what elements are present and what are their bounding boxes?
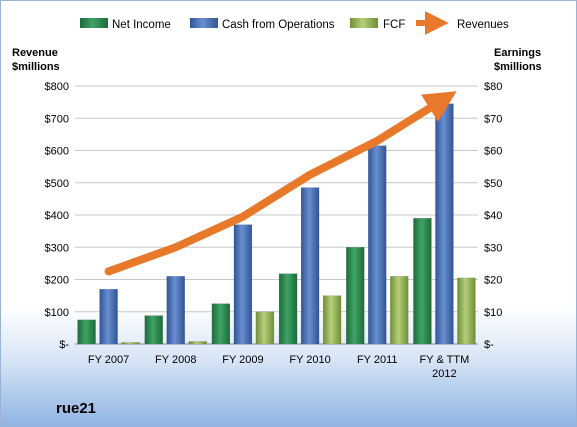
- left-tick-label: $300: [45, 242, 69, 254]
- bar-cash-from-operations: [435, 103, 454, 345]
- x-axis-tick-label: FY & TTM: [420, 354, 470, 366]
- legend-label-revenues: Revenues: [457, 19, 509, 31]
- bars: [77, 103, 476, 345]
- legend-swatch-net-income: [80, 18, 108, 28]
- right-axis-title-line2: $millions: [494, 61, 542, 73]
- bar-fcf: [390, 276, 409, 345]
- revenues-line: [104, 91, 457, 276]
- legend-item-cash-from-operations: Cash from Operations: [190, 18, 335, 31]
- bar-net-income: [346, 247, 365, 345]
- x-axis-tick-label: FY 2009: [222, 354, 263, 366]
- legend: Net Income Cash from Operations FCF Reve…: [80, 11, 509, 35]
- bar-fcf: [188, 341, 207, 345]
- x-axis-tick-label: FY 2011: [357, 354, 398, 366]
- right-tick-label: $60: [484, 146, 502, 158]
- bar-net-income: [278, 273, 298, 345]
- revenue-line-group: [104, 91, 457, 276]
- legend-item-net-income: Net Income: [80, 18, 171, 31]
- left-tick-label: $-: [59, 339, 69, 351]
- x-axis-tick-label: FY 2008: [155, 354, 196, 366]
- left-axis-ticks: $- $100 $200 $300 $400 $500 $600 $700 $800: [45, 81, 70, 351]
- left-tick-label: $700: [45, 113, 69, 125]
- left-tick-label: $800: [45, 81, 69, 93]
- bar-net-income: [77, 319, 96, 345]
- company-name: rue21: [56, 400, 96, 417]
- bar-net-income: [211, 303, 231, 345]
- right-tick-label: $40: [484, 210, 502, 222]
- legend-label-cash-from-operations: Cash from Operations: [222, 19, 335, 31]
- legend-swatch-cash-from-operations: [190, 18, 218, 28]
- legend-item-fcf: FCF: [350, 18, 405, 31]
- bar-cash-from-operations: [233, 224, 253, 345]
- bar-net-income: [413, 217, 432, 345]
- right-tick-label: $20: [484, 275, 502, 287]
- left-tick-label: $500: [45, 178, 69, 190]
- left-axis-title-line1: Revenue: [12, 47, 58, 59]
- x-axis-tick-label: 2012: [432, 368, 456, 380]
- legend-item-revenues: Revenues: [416, 11, 509, 35]
- left-tick-label: $600: [45, 146, 69, 158]
- bar-cash-from-operations: [99, 288, 118, 345]
- left-tick-label: $400: [45, 210, 69, 222]
- left-tick-label: $200: [45, 275, 69, 287]
- bar-fcf: [121, 342, 140, 345]
- right-tick-label: $-: [484, 339, 494, 351]
- x-axis-tick-label: FY 2010: [289, 354, 330, 366]
- legend-label-fcf: FCF: [383, 19, 405, 31]
- bar-net-income: [144, 315, 163, 345]
- left-tick-label: $100: [45, 307, 69, 319]
- bar-fcf: [457, 277, 476, 345]
- legend-swatch-fcf: [350, 18, 378, 28]
- right-tick-label: $80: [484, 81, 502, 93]
- right-tick-label: $30: [484, 242, 502, 254]
- bar-cash-from-operations: [166, 276, 185, 345]
- bar-cash-from-operations: [300, 187, 320, 345]
- right-tick-label: $10: [484, 307, 502, 319]
- left-axis-title-line2: $millions: [12, 61, 60, 73]
- right-tick-label: $70: [484, 113, 502, 125]
- right-tick-label: $50: [484, 178, 502, 190]
- x-axis-tick-label: FY 2007: [88, 354, 129, 366]
- bar-fcf: [255, 311, 275, 345]
- x-axis-labels: FY 2007 FY 2008 FY 2009 FY 2010 FY 2011 FY & …: [88, 354, 469, 380]
- right-axis-title-line1: Earnings: [494, 47, 541, 59]
- legend-label-net-income: Net Income: [112, 19, 171, 31]
- bar-cash-from-operations: [368, 145, 387, 345]
- bar-fcf: [322, 295, 342, 345]
- right-axis-ticks: $- $10 $20 $30 $40 $50 $60 $70 $80: [484, 81, 502, 351]
